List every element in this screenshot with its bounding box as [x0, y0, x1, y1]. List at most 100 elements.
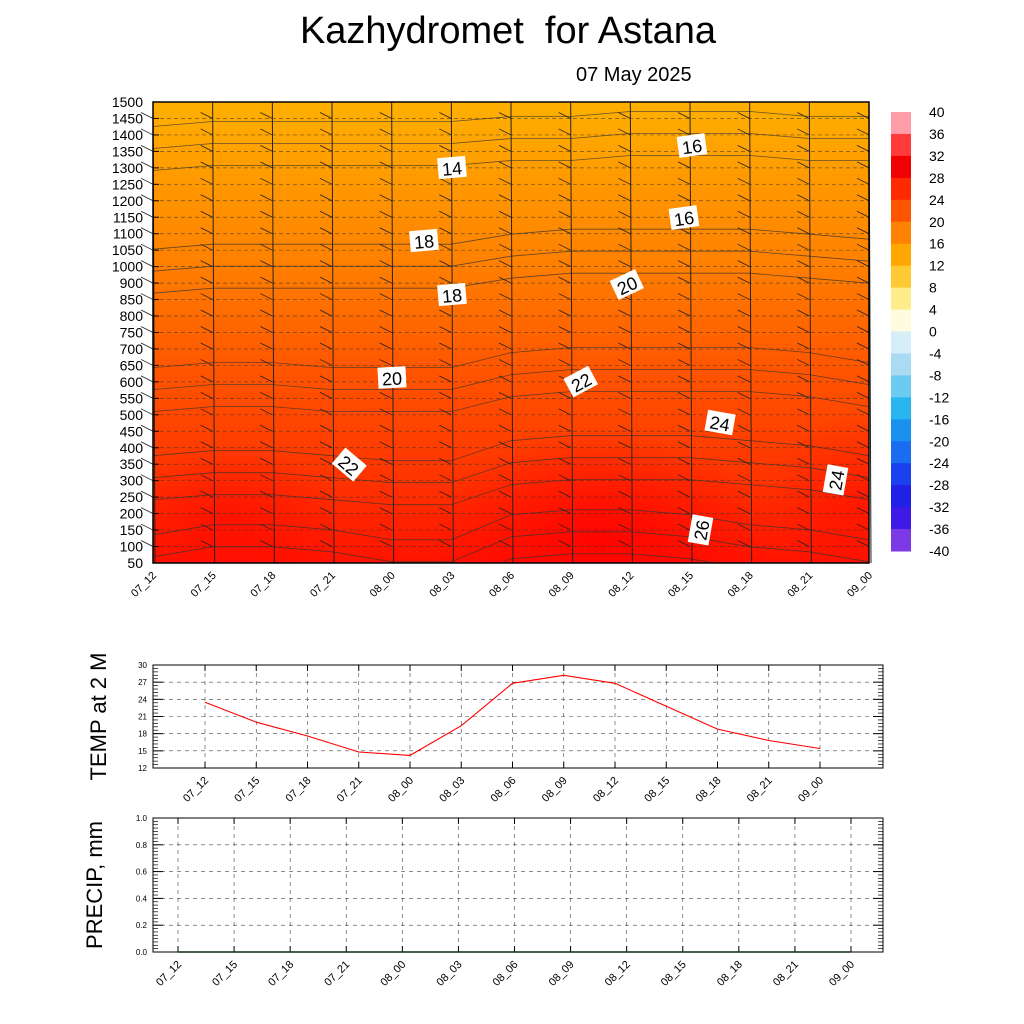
wind-barb — [856, 441, 870, 449]
colorbar-tick-label: -20 — [929, 433, 949, 449]
wind-barb — [498, 474, 512, 482]
wind-barb — [677, 260, 691, 268]
wind-barb — [319, 326, 333, 333]
wind-barb — [677, 540, 691, 547]
wind-barb — [439, 507, 452, 514]
contour-label: 14 — [437, 155, 467, 180]
wind-barb — [200, 424, 213, 432]
y-tick-label: 650 — [120, 357, 144, 373]
wind-barb — [498, 326, 512, 333]
wind-barb — [140, 507, 154, 514]
x-tick-label: 08_03 — [434, 959, 464, 989]
wind-barb — [797, 293, 810, 300]
wind-barb — [319, 424, 333, 432]
wind-barb — [319, 227, 333, 235]
wind-barb — [140, 293, 154, 300]
wind-barb — [319, 145, 333, 152]
wind-barb — [498, 359, 512, 366]
wind-barb — [439, 474, 452, 482]
wind-barb — [797, 342, 810, 350]
wind-barb — [856, 359, 870, 366]
wind-barb — [200, 540, 213, 547]
wind-barb — [856, 243, 870, 251]
wind-barb — [379, 457, 392, 465]
y-tick-label: 1300 — [112, 160, 143, 176]
wind-barb — [319, 293, 333, 300]
colorbar-tick-label: -32 — [929, 499, 949, 515]
contour-label-text: 18 — [413, 231, 435, 253]
wind-barb — [140, 194, 154, 202]
hot-core-east — [770, 410, 869, 563]
wind-barb — [379, 177, 392, 185]
wind-barb — [439, 359, 452, 366]
y-tick-label: 0.8 — [136, 841, 148, 850]
wind-barb-staff — [749, 101, 753, 564]
wind-barb — [558, 326, 571, 333]
wind-barb — [439, 309, 452, 317]
wind-barb-staff — [510, 101, 514, 564]
wind-barb-staff — [808, 101, 812, 564]
wind-barb — [618, 441, 631, 449]
x-tick-label: 08_09 — [547, 959, 577, 989]
contour-label: 24 — [822, 464, 849, 496]
wind-barb — [498, 375, 512, 383]
colorbar-bin — [891, 112, 911, 135]
colorbar-tick-label: -16 — [929, 411, 949, 427]
wind-barb — [379, 128, 392, 136]
contour-label: 20 — [377, 366, 407, 390]
wind-barb — [856, 194, 870, 202]
wind-barb — [439, 375, 452, 383]
wind-barb — [677, 441, 691, 449]
y-tick-label: 21 — [138, 713, 147, 722]
contour-label-text: 24 — [825, 469, 848, 492]
wind-barb — [319, 342, 333, 350]
wind-barb — [498, 457, 512, 465]
wind-barb — [439, 408, 452, 416]
wind-barb — [140, 309, 154, 317]
wind-barb — [558, 194, 571, 202]
colorbar-bin — [891, 507, 911, 530]
contour-label: 18 — [409, 228, 439, 253]
panel-frame — [152, 664, 884, 769]
wind-barb — [498, 408, 512, 416]
wind-barb — [200, 457, 213, 465]
wind-barb — [379, 145, 392, 152]
wind-barb — [618, 391, 631, 399]
wind-barb — [618, 474, 631, 482]
wind-barb — [140, 408, 154, 416]
wind-barb — [260, 391, 273, 399]
x-tick-label: 08_15 — [659, 959, 689, 989]
y-tick-label: 1450 — [112, 110, 143, 126]
wind-barb — [319, 490, 333, 498]
wind-barb — [260, 276, 273, 284]
wind-barb — [140, 540, 154, 547]
y-tick-label: 750 — [120, 325, 144, 341]
colorbar-tick-label: 40 — [929, 104, 945, 120]
y-tick-label: 550 — [120, 390, 144, 406]
isotherm-line — [153, 347, 869, 368]
y-tick-label: 30 — [138, 661, 147, 670]
y-tick-label: 15 — [138, 747, 147, 756]
wind-barb — [677, 276, 691, 284]
y-tick-label: 1000 — [112, 259, 143, 275]
wind-barb — [737, 507, 750, 514]
x-tick-label: 07_18 — [266, 959, 296, 989]
field-clip-group — [153, 111, 869, 563]
wind-barb — [737, 424, 750, 432]
wind-barb-staff — [570, 101, 574, 564]
y-tick-label: 500 — [120, 407, 144, 423]
wind-barb — [856, 490, 870, 498]
wind-barb — [558, 112, 571, 119]
wind-barb — [558, 276, 571, 284]
panel-frame — [152, 817, 884, 953]
wind-barb — [140, 391, 154, 399]
colorbar-tick-label: 20 — [929, 214, 945, 230]
wind-barb — [140, 375, 154, 383]
wind-barb — [140, 276, 154, 284]
x-tick-label: 08_00 — [368, 570, 398, 600]
wind-barb — [140, 342, 154, 350]
wind-barb — [797, 194, 810, 202]
wind-barb — [200, 243, 213, 251]
x-tick-label: 08_15 — [642, 775, 672, 805]
wind-barb — [737, 457, 750, 465]
